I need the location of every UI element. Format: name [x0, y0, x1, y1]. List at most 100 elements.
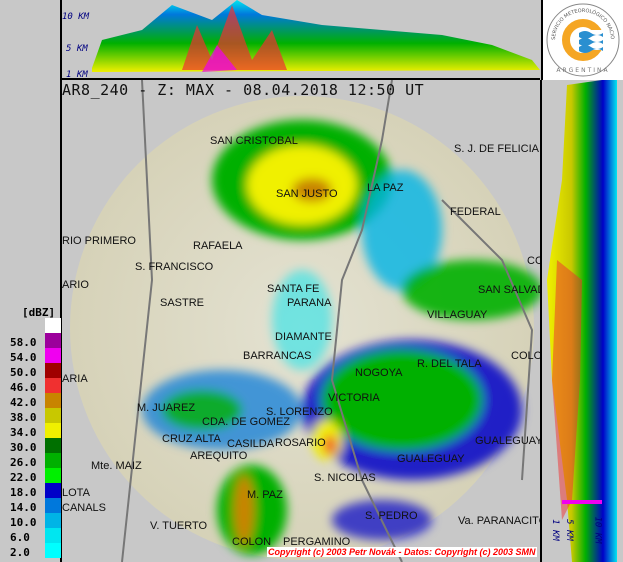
legend-value: 22.0: [10, 471, 37, 484]
city-label: COLON: [511, 350, 540, 362]
city-label: S. J. DE FELICIA: [454, 143, 539, 155]
city-label: PERGAMINO: [283, 536, 351, 548]
city-label: Va. PARANACITO: [458, 515, 540, 527]
legend-value: 30.0: [10, 441, 37, 454]
city-label: SANTA FE: [267, 283, 320, 295]
legend-value: 14.0: [10, 501, 37, 514]
legend-value: 10.0: [10, 516, 37, 529]
city-label: BARRANCAS: [243, 350, 312, 362]
city-label: CRUZ ALTA: [162, 433, 221, 445]
legend-swatch: [45, 333, 61, 348]
city-label: SAN CRISTOBAL: [210, 135, 298, 147]
legend-row: 50.0: [0, 363, 61, 379]
city-label: VICTORIA: [328, 392, 380, 404]
city-label: GUALEGUAYC: [475, 435, 540, 447]
legend-value: 50.0: [10, 366, 37, 379]
legend-row: [0, 318, 61, 333]
legend-swatch: [45, 483, 61, 498]
legend-swatch: [45, 543, 61, 558]
altitude-label: 5 KM: [66, 44, 88, 54]
legend-value: 58.0: [10, 336, 37, 349]
legend-value: 34.0: [10, 426, 37, 439]
cross-section-top: 10 KM 5 KM 1 KM: [62, 0, 540, 80]
dbz-legend: [dBZ] 58.0 54.0 50.0 46.0 42.0 38.0 34.0 30.0 26…: [0, 0, 62, 562]
legend-row: 18.0: [0, 483, 61, 499]
city-label: RIO PRIMERO: [62, 235, 136, 247]
city-label: ARIO: [62, 279, 89, 291]
city-label: SASTRE: [160, 297, 205, 309]
city-label: DIAMANTE: [275, 331, 332, 343]
legend-swatch: [45, 423, 61, 438]
city-label: CON: [527, 255, 540, 267]
city-label: S. LORENZO: [266, 406, 333, 418]
legend-value: 18.0: [10, 486, 37, 499]
city-label: LOTA: [62, 487, 90, 499]
cross-section-right: 1 KM 5 KM 10 KM: [540, 80, 623, 562]
legend-row: 58.0: [0, 333, 61, 349]
legend-value: 2.0: [10, 546, 30, 559]
altitude-label: 10 KM: [592, 516, 603, 544]
city-label: CANALS: [62, 502, 107, 514]
altitude-label: 5 KM: [563, 519, 574, 541]
legend-swatch: [45, 438, 61, 453]
city-label: ARIA: [62, 373, 88, 385]
legend-swatch: [45, 318, 61, 333]
city-label: CDA. DE GOMEZ: [202, 416, 291, 428]
legend-swatch: [45, 408, 61, 423]
city-label: M. PAZ: [247, 489, 283, 501]
radar-echo-layer: [70, 80, 540, 562]
city-label: SAN SALVAD: [478, 284, 540, 296]
legend-swatch: [45, 528, 61, 543]
legend-value: 6.0: [10, 531, 30, 544]
city-label: PARANA: [287, 297, 332, 309]
legend-row: 30.0: [0, 438, 61, 454]
radar-map: SAN CRISTOBAL SAN JUSTO LA PAZ S. J. DE FEL…: [62, 80, 540, 562]
legend-swatch: [45, 513, 61, 528]
legend-swatch: [45, 363, 61, 378]
city-label: COLON: [232, 536, 272, 548]
legend-row: 42.0: [0, 393, 61, 409]
legend-swatch: [45, 498, 61, 513]
legend-row: 10.0: [0, 513, 61, 529]
smn-logo: SERVICIO METEOROLÓGICO NACIONAL ARGENTIN…: [541, 0, 623, 80]
legend-row: 46.0: [0, 378, 61, 394]
legend-swatch: [45, 393, 61, 408]
city-label: NOGOYA: [355, 367, 403, 379]
altitude-label: 1 KM: [549, 519, 560, 541]
city-label: V. TUERTO: [150, 520, 208, 532]
legend-value: 54.0: [10, 351, 37, 364]
city-label: R. DEL TALA: [417, 358, 482, 370]
city-label: M. JUAREZ: [137, 402, 196, 414]
copyright-notice: Copyright (c) 2003 Petr Novák - Datos: C…: [267, 547, 537, 557]
city-label: RAFAELA: [193, 240, 243, 252]
legend-row: 38.0: [0, 408, 61, 424]
radar-product-title: AR8_240 - Z: MAX - 08.04.2018 12:50 UT: [62, 81, 425, 99]
legend-row: 26.0: [0, 453, 61, 469]
legend-swatch: [45, 453, 61, 468]
legend-value: 38.0: [10, 411, 37, 424]
legend-value: 46.0: [10, 381, 37, 394]
city-label: SAN JUSTO: [276, 188, 338, 200]
cross-section-top-echoes: [92, 0, 540, 72]
city-label: VILLAGUAY: [427, 309, 488, 321]
city-label: GUALEGUAY: [397, 453, 465, 465]
city-label: FEDERAL: [450, 206, 501, 218]
altitude-label: 10 KM: [62, 12, 90, 22]
legend-value: 26.0: [10, 456, 37, 469]
city-label: S. PEDRO: [365, 510, 418, 522]
city-label: Mte. MAIZ: [91, 460, 142, 472]
legend-unit: [dBZ]: [22, 306, 56, 319]
legend-row: 14.0: [0, 498, 61, 514]
city-label: S. FRANCISCO: [135, 261, 214, 273]
legend-row: 34.0: [0, 423, 61, 439]
city-label: CASILDA: [227, 438, 275, 450]
city-label: AREQUITO: [190, 450, 248, 462]
city-label: S. NICOLAS: [314, 472, 376, 484]
legend-swatch: [45, 468, 61, 483]
legend-row: 22.0: [0, 468, 61, 484]
svg-text:ARGENTINA: ARGENTINA: [556, 67, 609, 74]
legend-row: 54.0: [0, 348, 61, 364]
legend-swatch: [45, 348, 61, 363]
legend-row: 2.0: [0, 543, 61, 559]
city-label: ROSARIO: [275, 437, 326, 449]
